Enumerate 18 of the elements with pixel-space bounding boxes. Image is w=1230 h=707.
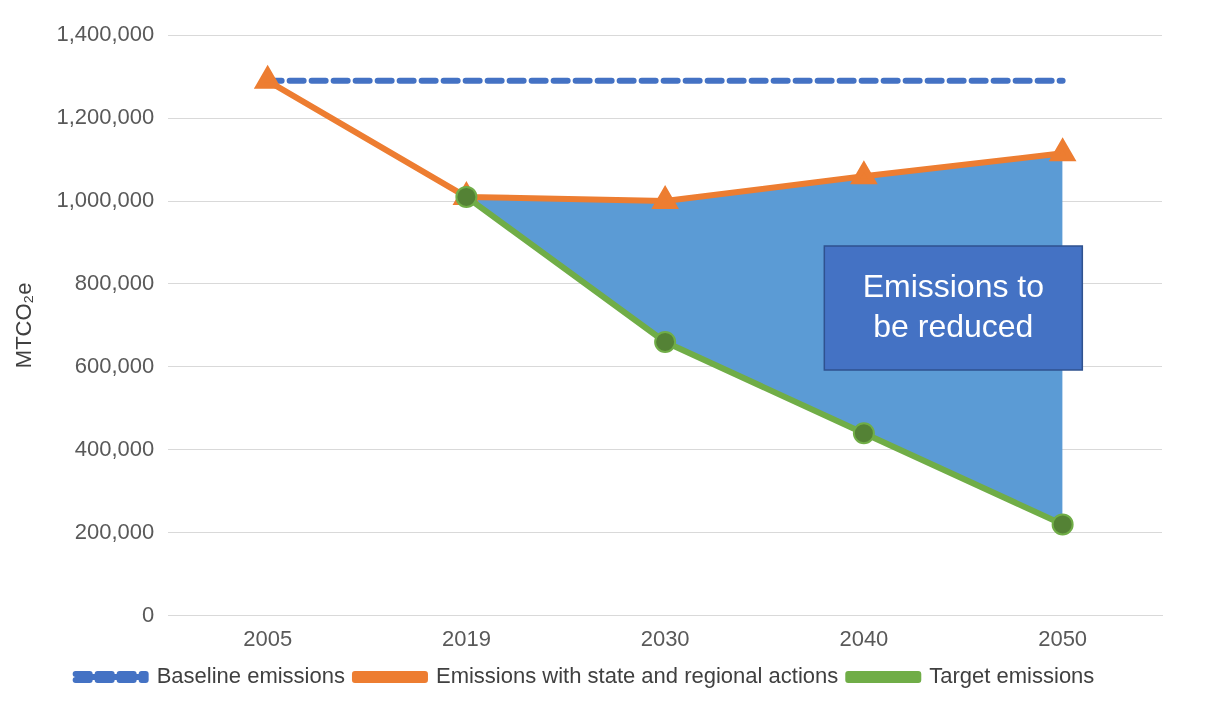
- legend-label: Emissions with state and regional actions: [435, 663, 839, 689]
- annotation: Emissions to be reduced: [862, 267, 1045, 344]
- x-tick-label: 2019: [441, 625, 491, 651]
- x-tick-label: 2005: [243, 625, 293, 651]
- legend-label: Baseline emissions: [156, 663, 345, 689]
- y-tick-label: 0: [142, 601, 155, 627]
- x-tick-label: 2030: [640, 625, 690, 651]
- y-tick-label: 1,000,000: [56, 187, 155, 213]
- y-tick-label: 1,200,000: [56, 104, 155, 130]
- y-tick-label: 400,000: [74, 435, 155, 461]
- y-tick-label: 200,000: [74, 518, 155, 544]
- x-tick-label: 2040: [839, 625, 889, 651]
- y-tick-label: 1,400,000: [56, 21, 155, 47]
- x-tick-label: 2050: [1038, 625, 1088, 651]
- y-tick-label: 600,000: [74, 352, 155, 378]
- legend-label: Target emissions: [929, 663, 1095, 689]
- y-axis-title: MTCO₂e: [11, 282, 37, 369]
- y-tick-label: 800,000: [74, 270, 155, 296]
